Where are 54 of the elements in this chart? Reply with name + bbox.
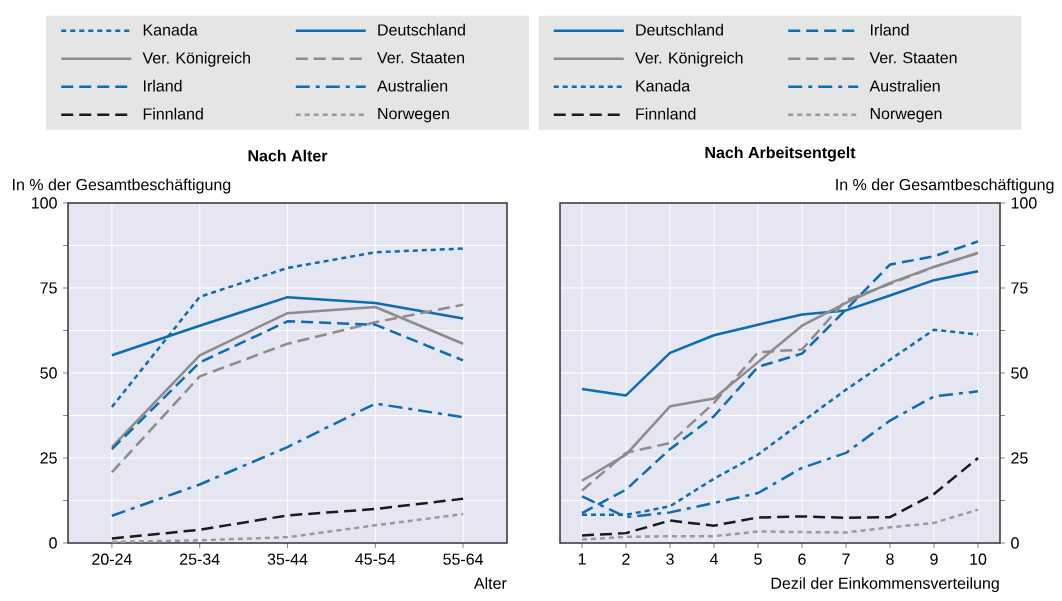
x-axis-title: Alter [473, 577, 507, 589]
x-tick-label: 9 [930, 553, 938, 565]
y-tick-label: 75 [40, 282, 57, 294]
chart-title: Nach Arbeitsentgelt [705, 146, 856, 162]
line-series [110, 402, 465, 518]
x-tick-label: 10 [970, 553, 987, 565]
line-series [110, 497, 465, 540]
legend-label: Norwegen [378, 108, 449, 123]
y-tick-label: 50 [1011, 367, 1028, 379]
x-tick-label: 8 [886, 553, 894, 565]
x-tick-label: 25-34 [180, 553, 220, 565]
chart-title: Nach Alter [248, 149, 328, 162]
legend-label: Ver. Königreich [142, 51, 250, 67]
line-series [110, 512, 465, 543]
x-tick-label: 7 [842, 553, 850, 565]
legend-label: Deutschland [636, 23, 723, 36]
x-tick-label: 5 [754, 553, 762, 565]
y-tick-label: 100 [32, 197, 57, 209]
y-tick-label: 0 [1011, 537, 1019, 549]
line-series [110, 303, 465, 474]
y-tick-label: 25 [1011, 452, 1028, 464]
legend-label: Finnland [143, 107, 203, 120]
y-tick-label: 100 [1011, 197, 1037, 209]
legend-label: Finnland [636, 107, 696, 120]
y-tick-label: 25 [40, 452, 57, 464]
x-tick-label: 35-44 [267, 553, 308, 565]
x-tick-label: 1 [578, 553, 586, 565]
y-axis-title: In % der Gesamtbeschäftigung [836, 178, 1054, 194]
legend-label: Australien [377, 79, 448, 92]
legend-label: Irland [143, 79, 182, 92]
legend-label: Ver. Staaten [869, 52, 957, 64]
legend-label: Kanada [636, 79, 691, 92]
legend-label: Ver. Staaten [377, 52, 465, 64]
x-tick-label: 2 [622, 553, 630, 565]
y-tick-label: 0 [49, 537, 57, 549]
x-tick-label: 45-54 [355, 553, 396, 565]
legend-label: Deutschland [378, 23, 465, 36]
y-axis-title: In % der Gesamtbeschäftigung [13, 178, 231, 194]
line-series [580, 508, 980, 541]
y-tick-label: 75 [1011, 282, 1028, 294]
x-tick-label: 4 [709, 553, 718, 565]
x-axis-title: Dezil der Einkommensverteilung [771, 577, 999, 593]
line-series [110, 247, 465, 409]
legend-label: Australien [869, 79, 940, 92]
legend-label: Irland [870, 23, 909, 36]
x-tick-label: 20-24 [92, 553, 132, 565]
line-series [580, 456, 980, 537]
legend-label: Kanada [143, 23, 198, 36]
legend-label: Norwegen [870, 108, 942, 123]
x-tick-label: 55-64 [443, 553, 484, 565]
legend-label: Ver. Königreich [635, 51, 743, 67]
x-tick-label: 6 [798, 553, 806, 565]
y-tick-label: 50 [40, 367, 57, 379]
x-tick-label: 3 [666, 553, 674, 565]
